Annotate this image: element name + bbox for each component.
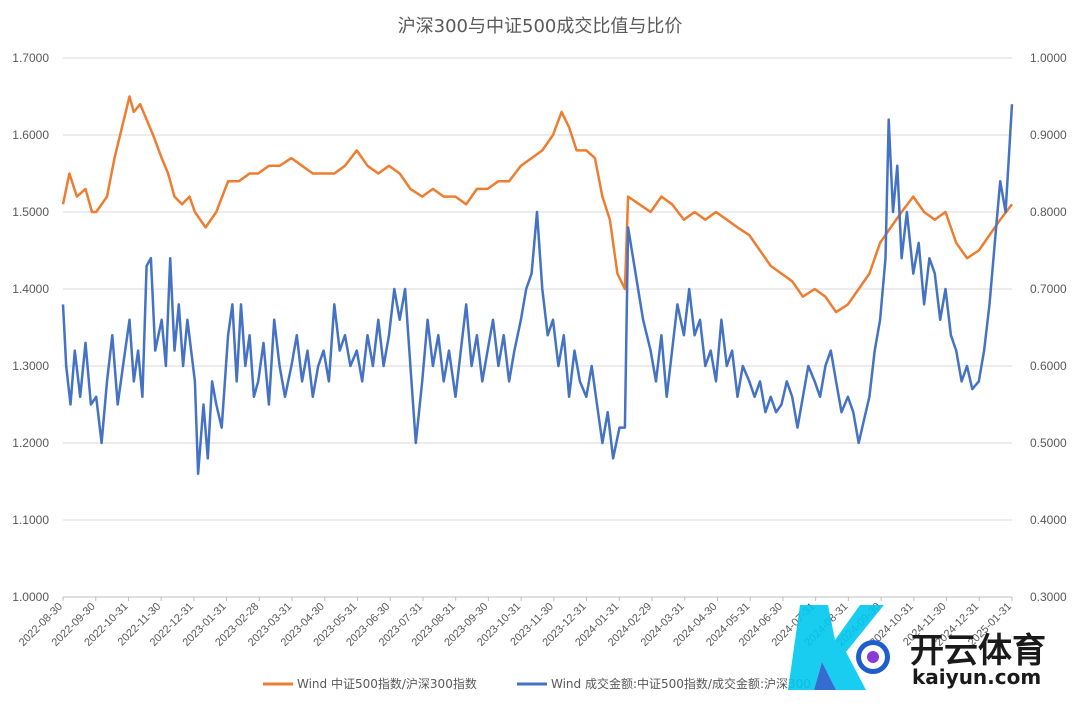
y-left-tick-label: 1.4000 [12, 282, 49, 296]
y-left-tick-label: 1.5000 [12, 205, 49, 219]
y-right-tick-label: 1.0000 [1030, 51, 1067, 65]
y-axis-left: 1.0000 1.1000 1.2000 1.3000 1.4000 1.5000 1.60… [12, 51, 49, 604]
series-lines [61, 95, 1014, 476]
series-line-2 [61, 104, 1014, 476]
y-right-tick-label: 0.3000 [1030, 590, 1067, 604]
series-line-1 [61, 95, 1013, 314]
legend: Wind 中证500指数/沪深300指数 Wind 成交金额:中证500指数/成… [263, 676, 811, 691]
watermark-logo-k-accent [814, 662, 836, 690]
y-left-tick-label: 1.3000 [12, 359, 49, 373]
watermark-title: 开云体育 [910, 631, 1046, 671]
legend-label-series-2: Wind 成交金额:中证500指数/成交金额:沪深300 [551, 676, 811, 691]
watermark-logo-k-mark [788, 605, 884, 690]
chart-title: 沪深300与中证500成交比值与比价 [398, 16, 683, 37]
y-right-tick-label: 0.7000 [1030, 282, 1067, 296]
y-left-tick-label: 1.2000 [12, 436, 49, 450]
watermark-subtitle: kaiyun.com [912, 665, 1041, 689]
y-left-tick-label: 1.6000 [12, 128, 49, 142]
y-left-tick-label: 1.0000 [12, 590, 49, 604]
legend-label-series-1: Wind 中证500指数/沪深300指数 [297, 676, 477, 691]
y-left-tick-label: 1.7000 [12, 51, 49, 65]
y-right-tick-label: 0.6000 [1030, 359, 1067, 373]
y-right-tick-label: 0.5000 [1030, 436, 1067, 450]
y-left-tick-label: 1.1000 [12, 513, 49, 527]
y-right-tick-label: 0.4000 [1030, 513, 1067, 527]
y-right-tick-label: 0.8000 [1030, 205, 1067, 219]
watermark-ball-center [867, 651, 879, 663]
y-right-tick-label: 0.9000 [1030, 128, 1067, 142]
y-axis-right: 0.3000 0.4000 0.5000 0.6000 0.7000 0.8000 0.90… [1030, 51, 1067, 604]
watermark: 开云体育 kaiyun.com [788, 605, 1046, 690]
